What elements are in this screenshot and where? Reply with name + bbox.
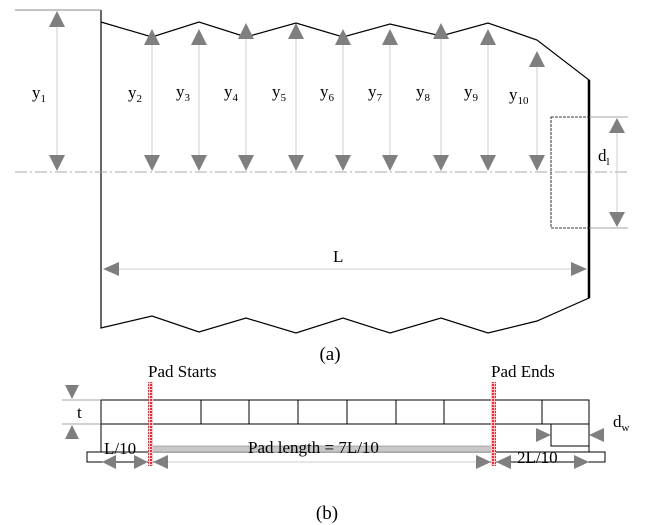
caption-b: (b) <box>316 503 338 524</box>
y5-dimension-arrow <box>288 23 304 171</box>
thickness-dimension <box>62 385 101 439</box>
y4-dimension-arrow <box>238 23 254 171</box>
y7-label: y7 <box>368 82 383 104</box>
y10-label: y10 <box>509 85 529 107</box>
pad-length-dimension <box>153 455 491 469</box>
caption-a: (a) <box>319 344 340 365</box>
y8-dimension-arrow <box>433 23 449 171</box>
dw-label: dw <box>613 412 630 434</box>
dw-dimension <box>536 428 604 442</box>
y5-label: y5 <box>272 82 287 104</box>
notch-outline <box>550 116 590 229</box>
y9-dimension-arrow <box>480 29 496 171</box>
y6-dimension-arrow <box>335 29 351 171</box>
figure-b: Pad Starts Pad Ends t dw L/10 Pa <box>62 362 630 524</box>
right-offset-dimension <box>496 446 590 469</box>
y3-label: y3 <box>176 82 191 104</box>
beam-outline <box>100 399 590 425</box>
left-offset-dimension <box>100 424 148 469</box>
dl-label: dl <box>598 146 610 168</box>
pad-starts-label: Pad Starts <box>148 362 216 381</box>
right-offset-label: 2L/10 <box>517 448 558 467</box>
beam-cell-dividers <box>200 400 543 424</box>
thickness-label: t <box>77 403 82 422</box>
y4-label: y4 <box>224 82 239 104</box>
y2-dimension-arrow <box>144 29 160 171</box>
y3-dimension-arrow <box>191 29 207 171</box>
length-dimension-arrow <box>103 262 587 276</box>
y2-label: y2 <box>128 83 142 105</box>
pad-start-marker <box>148 382 153 466</box>
pad-ends-label: Pad Ends <box>491 362 555 381</box>
y8-label: y8 <box>416 82 431 104</box>
y7-dimension-arrow <box>382 29 398 171</box>
figure-a: y1 y2 y3 y4 y5 y6 y7 y8 y9 y10 <box>15 9 628 365</box>
y10-dimension-arrow <box>529 51 545 171</box>
dl-dimension-arrow <box>609 118 625 227</box>
y1-dimension-arrow <box>49 11 65 171</box>
y6-label: y6 <box>320 82 335 104</box>
pad-length-label: Pad length = 7L/10 <box>248 438 379 457</box>
pad-end-marker <box>491 382 496 466</box>
y-dimension-arrows <box>144 23 545 171</box>
dw-notch <box>550 423 590 447</box>
left-offset-label: L/10 <box>104 439 136 458</box>
y1-label: y1 <box>32 83 46 105</box>
length-label: L <box>333 247 343 266</box>
y9-label: y9 <box>464 82 479 104</box>
